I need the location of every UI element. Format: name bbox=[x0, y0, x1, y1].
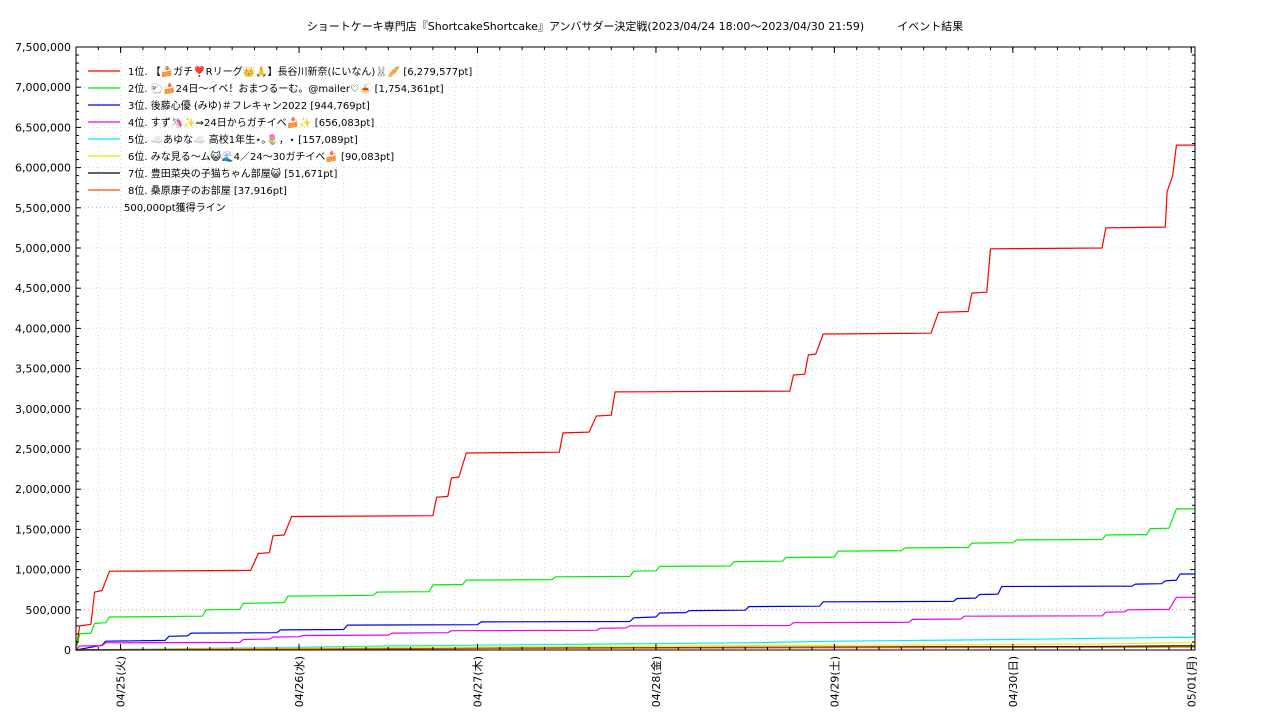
y-tick-label: 4,500,000 bbox=[15, 282, 71, 295]
y-tick-label: 5,000,000 bbox=[15, 242, 71, 255]
series-line-4 bbox=[75, 596, 1195, 651]
series-line-3 bbox=[75, 573, 1195, 651]
y-tick-label: 7,000,000 bbox=[15, 81, 71, 94]
y-tick-label: 3,500,000 bbox=[15, 363, 71, 376]
y-tick-label: 4,000,000 bbox=[15, 322, 71, 335]
x-tick-label: 05/01(月) bbox=[1185, 656, 1198, 707]
legend-entry: 1位. 【🍰ガチ❣️Rリーグ👑🙏】長谷川新奈(にいなん)🐰🥖 [6,279,57… bbox=[128, 65, 472, 78]
y-tick-label: 7,500,000 bbox=[15, 41, 71, 54]
series-line-6 bbox=[75, 642, 1195, 651]
axis-layer: 0 500,000 1,000,000 1,500,000 2,000,000 2,500… bbox=[15, 41, 1198, 707]
y-tick-label: 6,500,000 bbox=[15, 121, 71, 134]
y-tick-label: 2,000,000 bbox=[15, 483, 71, 496]
x-tick-label: 04/25(火) bbox=[115, 656, 128, 707]
x-tick-label: 04/26(水) bbox=[293, 656, 306, 707]
legend: 1位. 【🍰ガチ❣️Rリーグ👑🙏】長谷川新奈(にいなん)🐰🥖 [6,279,57… bbox=[88, 65, 472, 214]
y-tick-label: 1,000,000 bbox=[15, 564, 71, 577]
legend-entry: 5位. ☁️あゆな☁️ 高校1年生⋆｡🌷，⋆ [157,089pt] bbox=[128, 133, 358, 146]
y-tick-label: 6,000,000 bbox=[15, 162, 71, 175]
y-tick-label: 500,000 bbox=[26, 604, 72, 617]
y-tick-label: 2,500,000 bbox=[15, 443, 71, 456]
x-tick-label: 04/28(金) bbox=[649, 656, 663, 707]
x-tick-label: 04/30(日) bbox=[1007, 656, 1020, 707]
plot-frame bbox=[75, 46, 1196, 651]
series-layer bbox=[75, 144, 1195, 651]
y-tick-label: 0 bbox=[64, 644, 71, 657]
y-tick-label: 1,500,000 bbox=[15, 523, 71, 536]
legend-entry: 6位. みな見る〜ム😺🌊4／24〜30ガチイベ🍰 [90,083pt] bbox=[128, 150, 394, 163]
legend-entry: 7位. 豊田菜央の子猫ちゃん部屋😺 [51,671pt] bbox=[128, 167, 337, 180]
legend-entry: 8位. 桑原康子のお部屋 [37,916pt] bbox=[128, 184, 287, 197]
series-line-2 bbox=[75, 508, 1195, 651]
legend-entry: 2位. 🐑🍰24日〜イベ！おまつるーむ。@mailer♡🍝 [1,754,361… bbox=[128, 82, 444, 95]
legend-entry: 500,000pt獲得ライン bbox=[124, 201, 226, 214]
series-line-1 bbox=[75, 144, 1195, 651]
y-tick-label: 3,000,000 bbox=[15, 403, 71, 416]
legend-entry: 3位. 後藤心優 (みゆ)＃フレキャン2022 [944,769pt] bbox=[128, 99, 370, 112]
chart-title: ショートケーキ専門店『ShortcakeShortcake』アンバサダー決定戦(… bbox=[306, 20, 964, 33]
y-tick-label: 5,500,000 bbox=[15, 202, 71, 215]
x-tick-label: 04/27(木) bbox=[472, 656, 485, 707]
legend-entry: 4位. すず🦄✨⇒24日からガチイベ🍰✨ [656,083pt] bbox=[128, 116, 374, 129]
series-line-5 bbox=[75, 636, 1195, 651]
x-tick-label: 04/29(土) bbox=[828, 656, 841, 707]
